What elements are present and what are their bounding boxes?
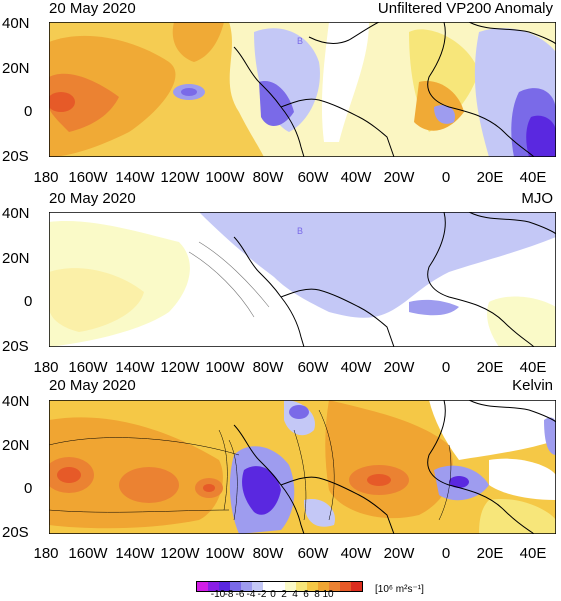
lat-label: 0	[24, 480, 33, 497]
lat-label: 20S	[2, 338, 29, 355]
panel-date: 20 May 2020	[49, 0, 136, 17]
colorbar-tick-label: -6	[235, 589, 245, 600]
colorbar-tick-label: -8	[224, 589, 234, 600]
panel-unfiltered: 20 May 2020 Unfiltered VP200 Anomaly 40N…	[0, 0, 561, 186]
anomaly-map: B	[49, 22, 556, 157]
lon-label: 180	[33, 169, 59, 186]
lon-label: 20W	[383, 359, 415, 376]
colorbar-swatch	[285, 582, 296, 591]
lon-label: 40E	[519, 359, 547, 376]
colorbar-tick-label: 0	[270, 589, 276, 600]
lon-label: 0	[441, 359, 451, 376]
lon-label: 80W	[252, 359, 284, 376]
colorbar-units: [10⁶ m²s⁻¹]	[375, 584, 424, 595]
lon-label: 160W	[68, 359, 108, 376]
colorbar-swatch	[296, 582, 307, 591]
lon-label: 180	[33, 545, 59, 562]
lon-label: 40W	[340, 545, 372, 562]
lon-label: 140W	[115, 359, 155, 376]
lon-label: 100W	[205, 545, 245, 562]
lon-label: 40E	[519, 169, 547, 186]
colorbar-swatch	[274, 582, 285, 591]
lon-label: 80W	[252, 545, 284, 562]
lon-label: 60W	[297, 545, 329, 562]
panel-date: 20 May 2020	[49, 190, 136, 207]
colorbar-swatch	[263, 582, 274, 591]
lon-label: 160W	[68, 545, 108, 562]
colorbar-swatch	[318, 582, 329, 591]
lon-label: 0	[441, 169, 451, 186]
lon-label: 160W	[68, 169, 108, 186]
colorbar-swatch	[219, 582, 230, 591]
colorbar-swatch	[197, 582, 208, 591]
lon-label: 120W	[160, 169, 200, 186]
panel-kelvin: 20 May 2020 Kelvin 40N 20N 0 20S	[0, 377, 561, 567]
colorbar-swatch	[230, 582, 241, 591]
panel-title: Kelvin	[512, 377, 553, 394]
colorbar-swatch	[252, 582, 263, 591]
colorbar-tick-label: -10	[210, 589, 226, 600]
colorbar-swatch	[351, 582, 362, 591]
colorbar: -10 -8 -6 -4 -2 0 2 4 6 8 10	[196, 581, 376, 600]
panel-mjo: 20 May 2020 MJO 40N 20N 0 20S B 180 160W…	[0, 190, 561, 376]
lon-label: 100W	[205, 359, 245, 376]
lon-label: 20W	[383, 545, 415, 562]
colorbar-tick-label: 8	[314, 589, 320, 600]
colorbar-tick-label: 10	[322, 589, 334, 600]
lon-label: 0	[441, 545, 451, 562]
colorbar-swatch	[340, 582, 351, 591]
panel-title: Unfiltered VP200 Anomaly	[377, 0, 553, 17]
lon-label: 100W	[205, 169, 245, 186]
lat-label: 0	[24, 103, 33, 120]
lon-label: 60W	[297, 359, 329, 376]
lon-label: 120W	[160, 545, 200, 562]
colorbar-tick-label: -2	[257, 589, 267, 600]
lat-label: 0	[24, 293, 33, 310]
lon-label: 120W	[160, 359, 200, 376]
lon-label: 140W	[115, 545, 155, 562]
colorbar-tick-label: 6	[303, 589, 309, 600]
mjo-map: B	[49, 212, 556, 347]
colorbar-swatch	[307, 582, 318, 591]
panel-title: MJO	[521, 190, 553, 207]
colorbar-swatches	[196, 581, 363, 592]
lat-label: 40N	[2, 15, 30, 32]
lon-label: 40E	[519, 545, 547, 562]
lat-label: 40N	[2, 393, 30, 410]
lon-label: 40W	[340, 169, 372, 186]
lat-label: 20S	[2, 524, 29, 541]
lat-label: 20S	[2, 148, 29, 165]
colorbar-tick-label: 2	[281, 589, 287, 600]
lon-label: 20W	[383, 169, 415, 186]
annotation-b: B	[297, 36, 303, 46]
colorbar-swatch	[208, 582, 219, 591]
lat-label: 20N	[2, 437, 30, 454]
kelvin-map	[49, 400, 556, 534]
lat-label: 20N	[2, 60, 30, 77]
lon-label: 140W	[115, 169, 155, 186]
lat-label: 40N	[2, 205, 30, 222]
annotation-b: B	[297, 226, 303, 236]
lon-label: 20E	[476, 545, 504, 562]
lon-label: 80W	[252, 169, 284, 186]
lon-label: 40W	[340, 359, 372, 376]
panel-date: 20 May 2020	[49, 377, 136, 394]
lon-label: 20E	[476, 359, 504, 376]
colorbar-swatch	[329, 582, 340, 591]
colorbar-swatch	[241, 582, 252, 591]
colorbar-tick-label: -4	[246, 589, 256, 600]
lat-label: 20N	[2, 250, 30, 267]
lon-label: 180	[33, 359, 59, 376]
lon-label: 20E	[476, 169, 504, 186]
colorbar-tick-label: 4	[292, 589, 298, 600]
lon-label: 60W	[297, 169, 329, 186]
